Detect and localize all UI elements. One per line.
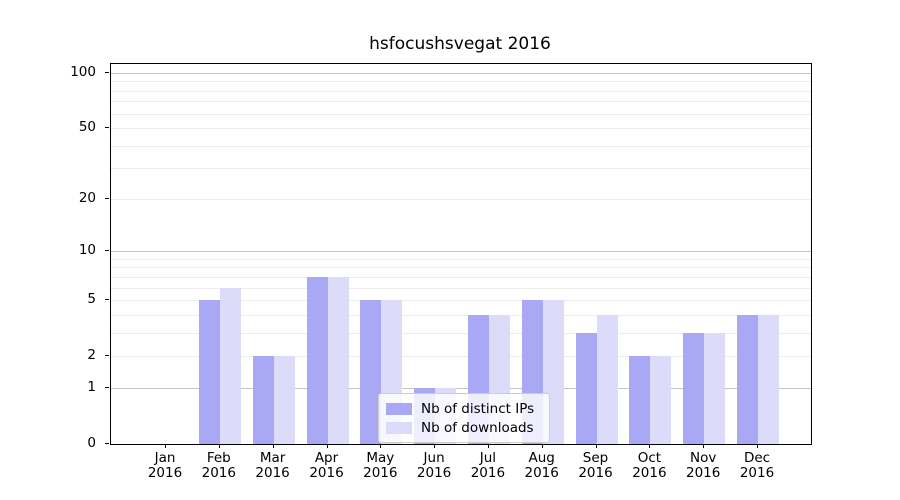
- chart-title: hsfocushsvegat 2016: [369, 34, 551, 54]
- bar-nov-series1: [704, 332, 726, 444]
- gridline-6: [111, 287, 811, 289]
- gridline-90: [111, 81, 811, 83]
- y-tick-label-5: 5: [87, 291, 96, 307]
- x-tick-label-oct: Oct 2016: [632, 450, 667, 481]
- y-tick-label-1: 1: [87, 379, 96, 396]
- y-tick-label-2: 2: [87, 346, 96, 363]
- bar-mar-series0: [252, 355, 274, 444]
- x-tick-label-jul: Jul 2016: [470, 450, 506, 481]
- y-tick-2: [105, 354, 109, 356]
- x-tick-label-aug: Aug 2016: [524, 450, 559, 481]
- gridline-4: [111, 314, 811, 316]
- bar-oct-series1: [650, 355, 672, 444]
- bar-feb-series0: [198, 300, 220, 444]
- y-tick-50: [105, 126, 109, 128]
- bar-sep-series1: [596, 314, 618, 444]
- bar-may-series0: [360, 300, 382, 444]
- gridline-60: [111, 113, 811, 115]
- bar-mar-series1: [273, 355, 295, 444]
- x-tick-sep: [595, 444, 597, 448]
- bar-sep-series0: [575, 332, 597, 444]
- bar-feb-series1: [219, 287, 241, 444]
- y-tick-label-10: 10: [78, 242, 96, 259]
- y-tick-label-100: 100: [70, 64, 96, 80]
- bar-nov-series0: [683, 332, 705, 444]
- y-tick-label-0: 0: [87, 435, 96, 451]
- x-tick-label-sep: Sep 2016: [578, 450, 613, 481]
- gridline-40: [111, 145, 811, 147]
- x-tick-mar: [272, 444, 274, 448]
- gridline-100: [111, 73, 811, 74]
- gridline-5: [111, 300, 811, 301]
- gridline-20: [111, 199, 811, 201]
- legend-swatch-downloads: [386, 421, 412, 434]
- y-tick-5: [105, 299, 109, 300]
- x-tick-label-feb: Feb 2016: [201, 450, 236, 481]
- legend-swatch-distinct-ips: [386, 402, 412, 415]
- x-tick-label-may: May 2016: [363, 450, 398, 481]
- bar-dec-series1: [758, 314, 779, 444]
- x-tick-feb: [218, 444, 220, 448]
- y-tick-100: [105, 72, 109, 73]
- gridline-2: [111, 355, 811, 357]
- bar-oct-series0: [629, 355, 651, 444]
- gridline-7: [111, 276, 811, 278]
- y-tick-label-50: 50: [78, 118, 96, 135]
- y-tick-20: [105, 198, 109, 200]
- y-tick-1: [105, 387, 109, 389]
- x-tick-jun: [434, 444, 436, 448]
- x-tick-label-dec: Dec 2016: [739, 450, 775, 481]
- y-tick-label-20: 20: [78, 190, 96, 207]
- x-tick-dec: [757, 444, 758, 448]
- legend-label-downloads: Nb of downloads: [421, 419, 534, 436]
- gridline-8: [111, 267, 811, 269]
- legend: Nb of distinct IPs Nb of downloads: [378, 393, 550, 443]
- bar-apr-series0: [306, 276, 328, 444]
- x-tick-oct: [649, 444, 651, 448]
- y-tick-10: [105, 250, 109, 252]
- x-tick-label-jun: Jun 2016: [416, 450, 452, 481]
- gridline-30: [111, 168, 811, 169]
- gridline-1: [111, 388, 811, 390]
- gridline-9: [111, 258, 811, 260]
- x-tick-jul: [487, 444, 489, 448]
- x-tick-nov: [703, 444, 705, 448]
- x-tick-jan: [165, 444, 166, 448]
- x-tick-may: [380, 444, 382, 448]
- legend-item-downloads: Nb of downloads: [386, 418, 541, 437]
- legend-item-distinct-ips: Nb of distinct IPs: [386, 399, 541, 418]
- gridline-70: [111, 101, 811, 103]
- x-tick-apr: [326, 444, 328, 448]
- y-tick-0: [105, 443, 109, 444]
- x-tick-label-nov: Nov 2016: [686, 450, 721, 481]
- x-tick-label-jan: Jan 2016: [147, 450, 183, 481]
- bar-apr-series1: [327, 276, 349, 444]
- gridline-3: [111, 332, 811, 334]
- gridline-10: [111, 251, 811, 253]
- x-tick-label-mar: Mar 2016: [255, 450, 290, 481]
- bar-dec-series0: [737, 314, 758, 444]
- gridline-50: [111, 127, 811, 129]
- legend-label-distinct-ips: Nb of distinct IPs: [421, 400, 535, 417]
- x-tick-label-apr: Apr 2016: [309, 450, 344, 481]
- plot-area: Nb of distinct IPs Nb of downloads: [110, 63, 812, 445]
- x-tick-aug: [541, 444, 543, 448]
- gridline-80: [111, 90, 811, 92]
